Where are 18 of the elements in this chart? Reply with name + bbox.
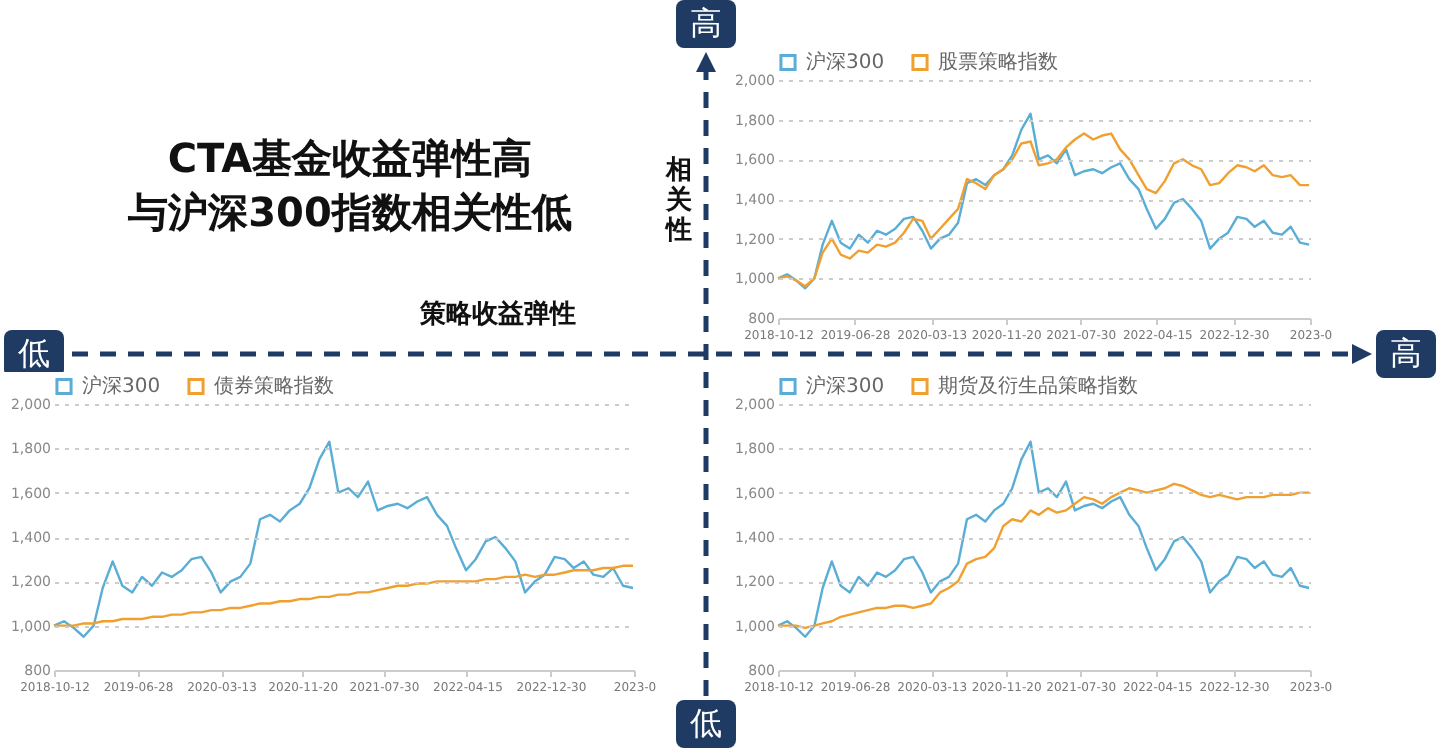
- text: 高: [1376, 330, 1436, 378]
- legend-label: 期货及衍生品策略指数: [938, 374, 1138, 399]
- text: CTA基金收益弹性高: [165, 132, 535, 186]
- legend-label: 沪深300: [806, 374, 885, 399]
- legend-label: 股票策略指数: [938, 50, 1058, 75]
- line-series: [52, 564, 635, 627]
- text: 低: [4, 330, 64, 378]
- legend-label: 沪深300: [82, 374, 161, 399]
- legend-label: 沪深300: [806, 50, 885, 75]
- line-series: [776, 440, 1311, 638]
- line-series: [52, 440, 635, 638]
- text: 高: [676, 0, 736, 48]
- text: 策略收益弹性: [420, 297, 576, 332]
- text: 相关性: [666, 156, 694, 246]
- line-series: [776, 482, 1311, 630]
- text: 低: [676, 700, 736, 748]
- legend-label: 债券策略指数: [214, 374, 334, 399]
- text: 与沪深300指数相关性低: [126, 186, 574, 240]
